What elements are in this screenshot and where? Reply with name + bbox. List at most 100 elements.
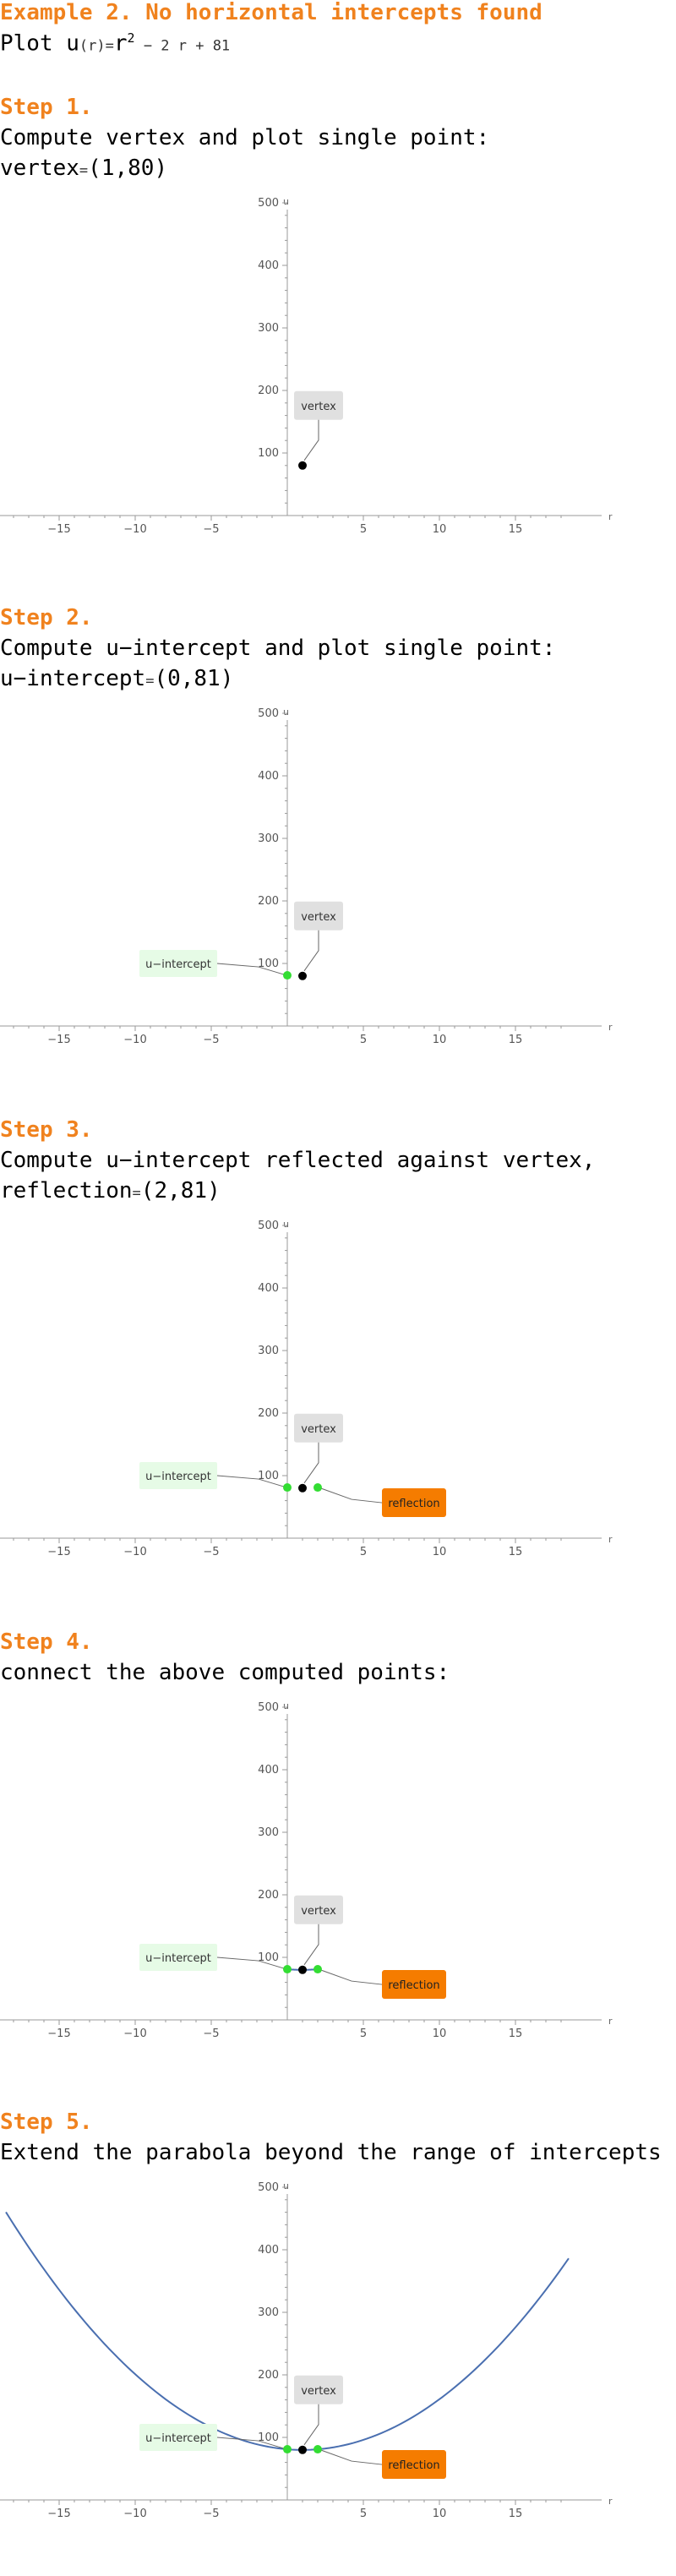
vertex-label: vertex [301,2385,336,2398]
plot-r: r [113,30,128,57]
x-axis-label: r [608,511,613,522]
vertex-label: vertex [301,911,336,924]
intercept-label: u−intercept [145,1952,211,1965]
vertex-label-box [294,2375,343,2404]
x-tick-label: −10 [123,2028,146,2040]
y-axis-label: u [283,196,289,207]
x-tick-label: −15 [47,523,70,536]
x-tick-label: −10 [123,1546,146,1558]
step-2-value: (0,81) [154,666,234,691]
y-tick-label: 100 [258,958,279,970]
chart-step-4: r u −15 −10 −5 5 10 15 100 200 300 400 500 vertex u−in… [0,1699,676,2066]
step-1-title: Step 1. [0,95,93,120]
y-tick-label: 200 [258,895,279,908]
x-tick-label: −15 [47,2508,70,2520]
vertex-point [298,1483,307,1493]
x-tick-label: 10 [433,2508,447,2520]
x-tick-label: −15 [47,1546,70,1558]
y-tick-label: 500 [258,197,279,210]
reflection-label-box [382,1488,446,1518]
vertex-callout [303,1442,319,1484]
reflection-label: reflection [388,2459,439,2472]
intercept-label-box [139,1944,217,1972]
chart-step-2: r u −15 −10 −5 5 10 15 100 200 300 400 500 vertex u−in… [0,705,676,1072]
x-tick-label: 5 [360,2028,367,2040]
step-2-line1: Compute u−intercept and plot single poin… [0,636,556,661]
intercept-point [283,971,292,980]
y-tick-label: 200 [258,2369,279,2382]
step-3-value: (2,81) [140,1178,221,1203]
plot-func: (r) [79,37,106,55]
plot-eq: = [105,37,114,55]
x-tick-label: −5 [203,2028,219,2040]
step-1-line2: vertex=(1,80) [0,156,167,181]
reflection-point [313,2445,322,2454]
y-tick-label: 100 [258,2431,279,2444]
x-tick-label: −15 [47,2028,70,2040]
y-tick-label: 400 [258,1282,279,1295]
reflection-callout [320,1969,383,1985]
chart-1-svg: r u −15 −10 −5 5 10 15 100 200 300 400 500 vertex [0,196,613,536]
vertex-callout [303,1924,319,1966]
y-tick-label: 200 [258,385,279,397]
y-tick-label: 400 [258,259,279,272]
y-tick-label: 300 [258,322,279,335]
step-3-op: = [132,1185,141,1202]
function-definition: Plot u(r)=r2 − 2 r + 81 [0,30,230,57]
x-tick-label: −5 [203,1034,219,1046]
step-3-line2: reflection=(2,81) [0,1178,221,1203]
y-tick-label: 400 [258,770,279,783]
step-2-op: = [145,673,155,690]
y-tick-label: 100 [258,1470,279,1482]
intercept-point [283,2445,292,2454]
vertex-label-box [294,1413,343,1443]
vertex-callout [303,2404,319,2446]
step-4-title: Step 4. [0,1629,93,1655]
x-axis-label: r [608,2016,613,2027]
step-2-title: Step 2. [0,605,93,630]
intercept-point [283,1965,292,1974]
x-tick-label: 15 [509,1546,523,1558]
vertex-label-box [294,901,343,931]
y-tick-label: 100 [258,1951,279,1964]
vertex-point [298,461,307,470]
step-4-line1: connect the above computed points: [0,1660,450,1685]
x-tick-label: 5 [360,2508,367,2520]
x-tick-label: 10 [433,1034,447,1046]
y-axis-label: u [283,1219,289,1230]
step-1-label: vertex [0,156,79,181]
vertex-point [298,2445,307,2454]
intercept-label-box [139,1462,217,1490]
x-tick-label: 10 [433,523,447,536]
y-tick-label: 300 [258,2306,279,2319]
intercept-callout [216,2437,285,2449]
y-tick-label: 300 [258,832,279,845]
x-tick-label: 15 [509,2508,523,2520]
x-axis-label: r [608,1534,613,1545]
y-tick-label: 400 [258,2244,279,2257]
plot-rest: − 2 r + 81 [134,37,231,55]
y-tick-label: 400 [258,1764,279,1776]
intercept-callout [216,1957,285,1969]
step-1-op: = [79,162,89,179]
y-tick-label: 300 [258,1826,279,1839]
x-tick-label: 15 [509,2028,523,2040]
x-tick-label: −5 [203,523,219,536]
chart-3-svg: r u −15 −10 −5 5 10 15 100 200 300 400 500 vertex u−in… [0,1219,613,1558]
intercept-label: u−intercept [145,2432,211,2445]
y-tick-label: 500 [258,1220,279,1232]
x-tick-label: −5 [203,1546,219,1558]
x-tick-label: −10 [123,2508,146,2520]
intercept-label-box [139,2424,217,2452]
chart-step-1: r u −15 −10 −5 5 10 15 100 200 300 400 500 vertex [0,194,676,561]
intercept-label: u−intercept [145,1471,211,1483]
step-3-title: Step 3. [0,1117,93,1143]
reflection-point [313,1483,322,1493]
vertex-callout [303,930,319,972]
y-tick-label: 100 [258,447,279,460]
x-tick-label: −10 [123,523,146,536]
vertex-label-box [294,390,343,420]
page-title: Example 2. No horizontal intercepts foun… [0,0,542,25]
reflection-point [313,1965,322,1974]
y-axis-label: u [283,1700,289,1711]
